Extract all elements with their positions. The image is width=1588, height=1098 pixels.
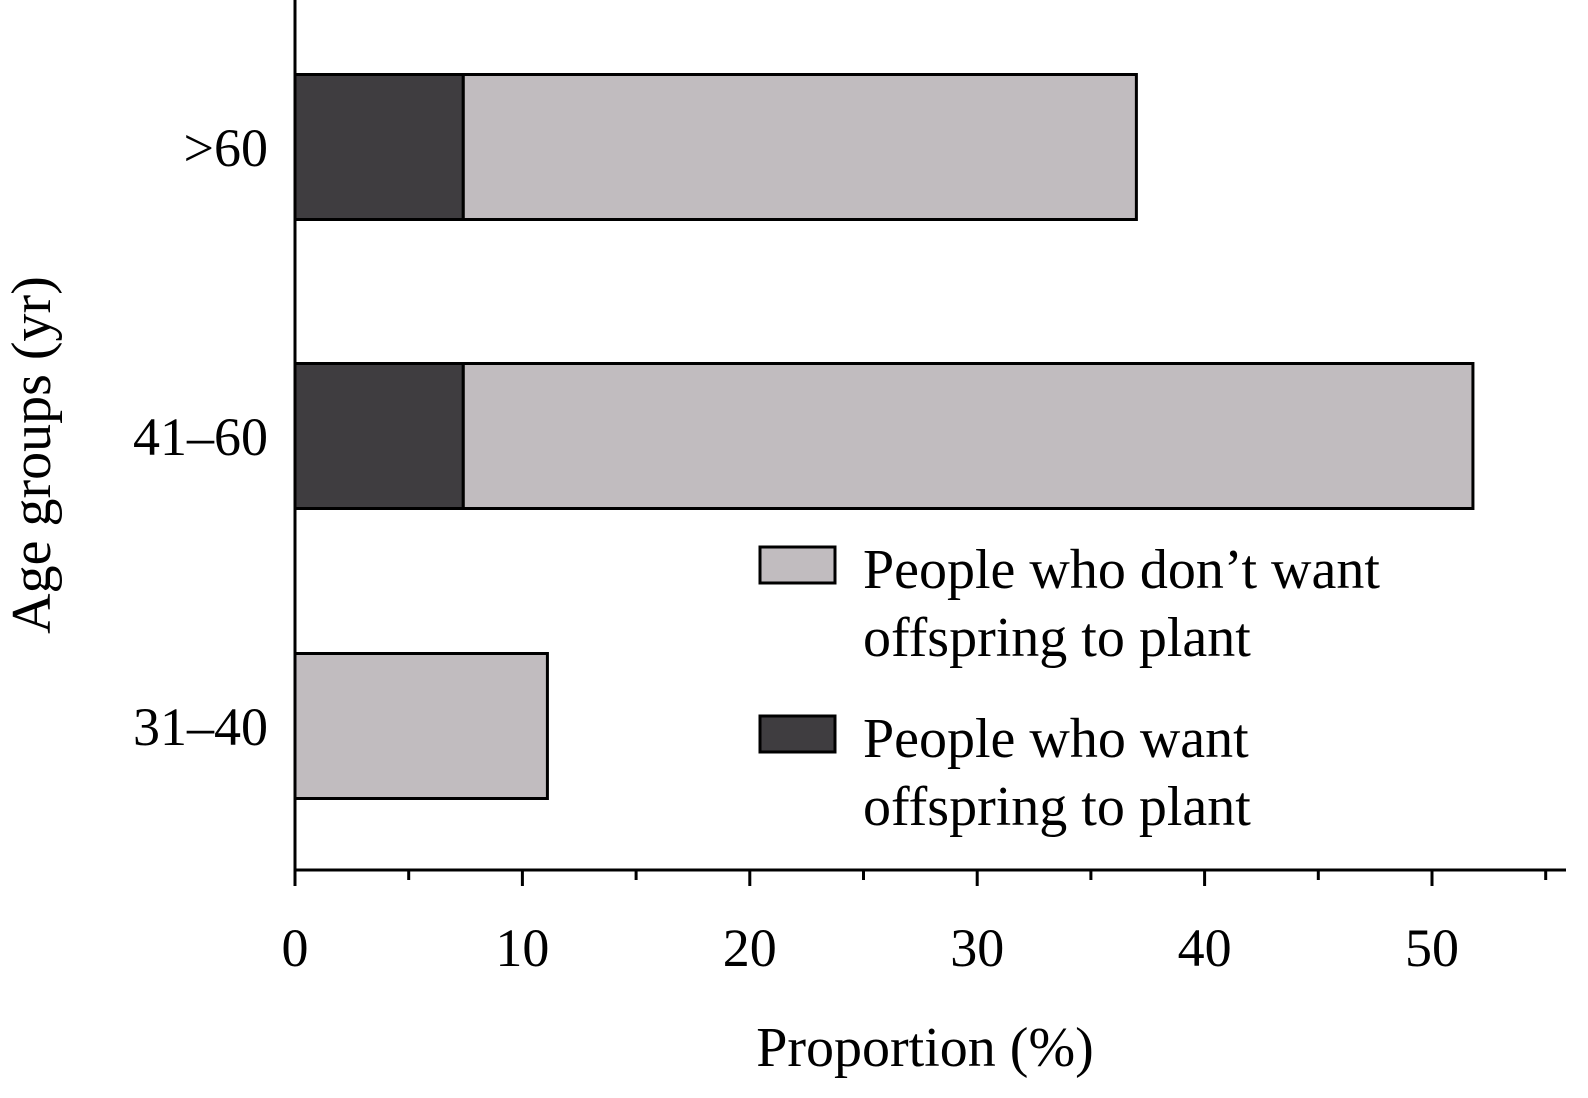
bar-41-60-series-0: [293, 362, 465, 510]
bar--60-series-1: [461, 73, 1138, 221]
y-tick-label-0: >60: [184, 118, 268, 178]
x-tick-label-20: 20: [723, 918, 777, 978]
bars-layer: [293, 73, 1475, 800]
bar-41-60-series-1: [461, 362, 1475, 510]
y-tick-label-1: 41–60: [133, 407, 268, 467]
legend-label-1-line-1: offspring to plant: [863, 776, 1251, 838]
axes-layer: [293, 0, 1566, 872]
legend-label-0-line-1: offspring to plant: [863, 607, 1251, 669]
legend-label-0-line-0: People who don’t want: [863, 539, 1380, 601]
y-tick-label-2: 31–40: [133, 697, 268, 757]
legend-swatch-0: [758, 545, 837, 585]
x-tick-label-10: 10: [495, 918, 549, 978]
x-tick-label-40: 40: [1178, 918, 1232, 978]
legend-label-1-line-0: People who want: [863, 708, 1249, 770]
legend-swatch-1: [758, 714, 837, 754]
y-tick-labels: >60 41–60 31–40: [133, 118, 268, 757]
x-axis-title: Proportion (%): [756, 1017, 1094, 1079]
x-ticks: 0 10 20 30 40 50: [282, 870, 1548, 978]
y-axis-title: Age groups (yr): [1, 276, 63, 634]
bar--60-series-0: [293, 73, 465, 221]
x-tick-label-0: 0: [282, 918, 309, 978]
bar-31-40-series-1: [293, 652, 549, 800]
x-tick-label-30: 30: [950, 918, 1004, 978]
x-tick-label-50: 50: [1405, 918, 1459, 978]
